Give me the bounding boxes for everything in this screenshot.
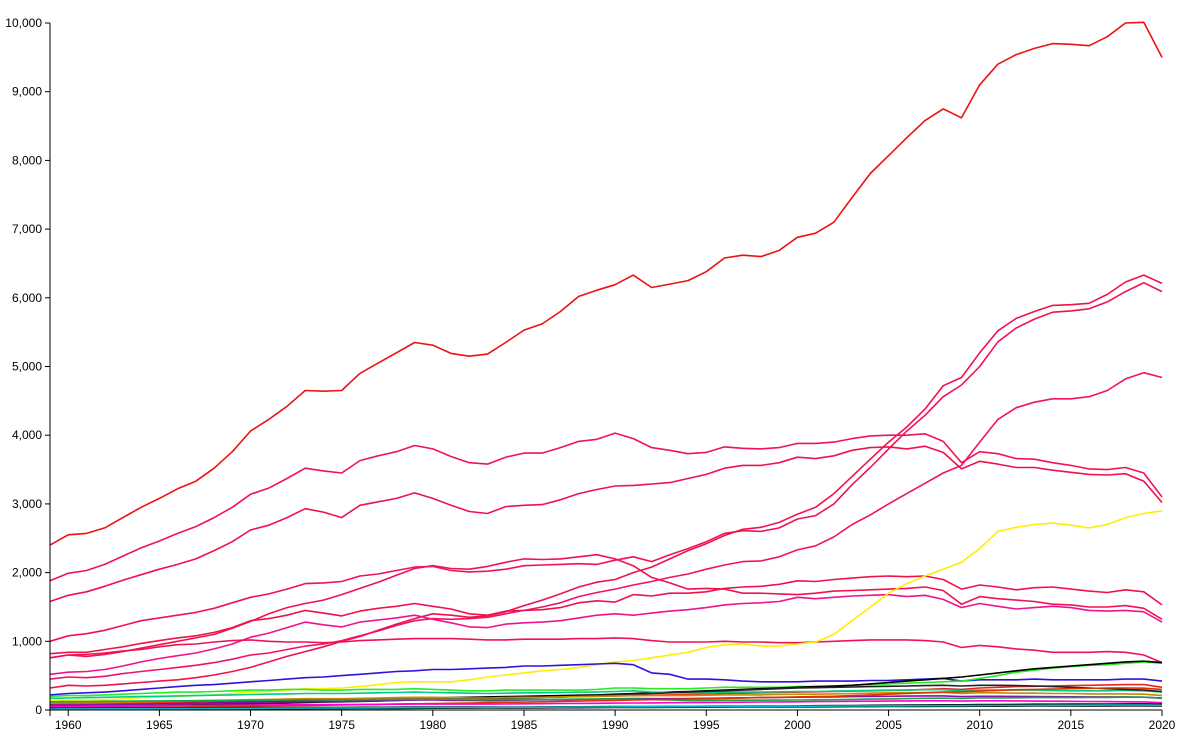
- y-tick: 4,000: [12, 428, 50, 442]
- y-tick-label: 5,000: [12, 360, 42, 374]
- series-layer: [49, 21, 1163, 711]
- series-line-10: [49, 637, 1163, 664]
- x-tick: 2000: [784, 710, 811, 732]
- x-axis: 1960 1965 1970 1975 1980 1985 1990 1995 2000 2005…: [49, 709, 1176, 732]
- x-tick: 1980: [419, 710, 446, 732]
- x-tick-label: 2020: [1149, 718, 1176, 732]
- y-tick-label: 7,000: [12, 222, 42, 236]
- y-tick: 0: [35, 703, 50, 717]
- x-tick-label: 1970: [237, 718, 264, 732]
- series-line-3: [49, 432, 1163, 582]
- series-line-8: [49, 371, 1163, 680]
- y-tick-label: 4,000: [12, 428, 42, 442]
- x-tick: 1995: [693, 710, 720, 732]
- y-tick: 8,000: [12, 153, 50, 167]
- y-tick: 7,000: [12, 222, 50, 236]
- x-tick: 1970: [237, 710, 264, 732]
- series-line-9: [49, 593, 1163, 676]
- y-tick: 2,000: [12, 566, 50, 580]
- y-tick-label: 1,000: [12, 634, 42, 648]
- y-tick: 3,000: [12, 497, 50, 511]
- y-tick: 9,000: [12, 85, 50, 99]
- x-tick-label: 2005: [875, 718, 902, 732]
- x-tick: 1960: [55, 710, 82, 732]
- series-line-20: [49, 696, 1163, 703]
- series-line-21: [49, 687, 1163, 709]
- series-line-25: [49, 704, 1163, 710]
- x-tick: 2015: [1058, 710, 1085, 732]
- y-tick: 10,000: [5, 16, 50, 30]
- y-axis: 0 1,000 2,000 3,000 4,000 5,000 6,000 7,000 8,00…: [5, 16, 51, 717]
- series-line-13: [49, 661, 1163, 698]
- y-tick-label: 10,000: [5, 16, 42, 30]
- series-line-2: [49, 445, 1163, 603]
- y-tick-label: 0: [35, 703, 42, 717]
- series-line-7: [49, 274, 1163, 689]
- y-tick-label: 8,000: [12, 153, 42, 167]
- x-tick-label: 2015: [1058, 718, 1085, 732]
- x-tick: 1965: [146, 710, 173, 732]
- y-tick-label: 9,000: [12, 85, 42, 99]
- y-tick: 5,000: [12, 360, 50, 374]
- x-tick-label: 1965: [146, 718, 173, 732]
- series-line-12: [49, 662, 1163, 696]
- y-tick: 1,000: [12, 634, 50, 648]
- series-line-17: [49, 684, 1163, 709]
- x-tick-label: 1990: [602, 718, 629, 732]
- x-tick-label: 2010: [966, 718, 993, 732]
- x-tick: 1975: [328, 710, 355, 732]
- y-tick-label: 6,000: [12, 291, 42, 305]
- x-tick: 2020: [1149, 710, 1176, 732]
- x-tick-label: 2000: [784, 718, 811, 732]
- x-tick-label: 1985: [511, 718, 538, 732]
- x-tick: 2005: [875, 710, 902, 732]
- series-line-22: [49, 699, 1163, 708]
- series-line-1: [49, 21, 1163, 546]
- x-tick-label: 1960: [55, 718, 82, 732]
- series-line-16: [49, 688, 1163, 700]
- x-tick-label: 1995: [693, 718, 720, 732]
- y-tick-label: 2,000: [12, 566, 42, 580]
- x-tick-label: 1980: [419, 718, 446, 732]
- x-tick: 2010: [966, 710, 993, 732]
- x-tick-label: 1975: [328, 718, 355, 732]
- x-tick: 1985: [511, 710, 538, 732]
- x-tick: 1990: [602, 710, 629, 732]
- series-line-6: [49, 281, 1163, 643]
- y-tick: 6,000: [12, 291, 50, 305]
- y-tick-label: 3,000: [12, 497, 42, 511]
- series-line-5: [49, 575, 1163, 655]
